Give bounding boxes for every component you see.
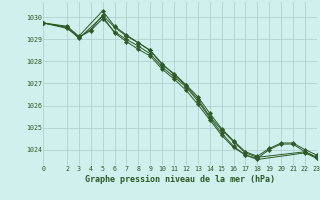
X-axis label: Graphe pression niveau de la mer (hPa): Graphe pression niveau de la mer (hPa) bbox=[85, 175, 275, 184]
